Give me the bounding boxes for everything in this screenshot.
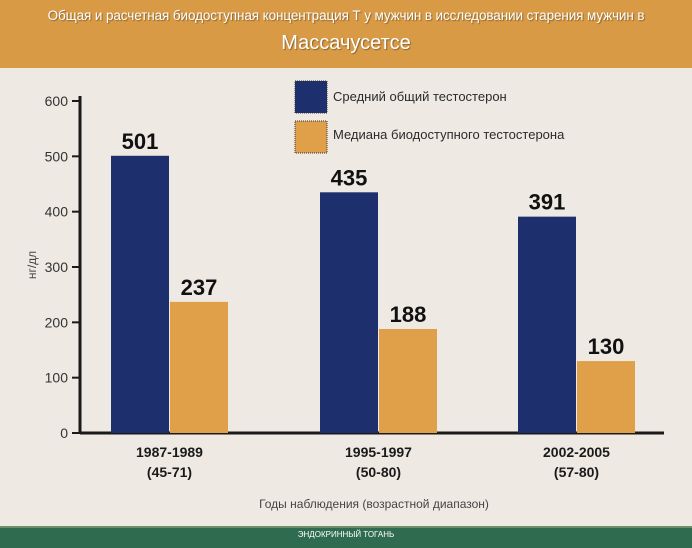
bar-value-label: 130 [588, 334, 625, 359]
legend-label-bioavailable: Медиана биодоступного тестостерона [333, 127, 565, 142]
y-tick-label: 0 [60, 425, 68, 441]
bar-value-label: 391 [529, 190, 566, 215]
y-tick-label: 400 [45, 204, 69, 220]
y-axis-ticks: 0 100 200 300 400 500 600 [45, 93, 80, 441]
bar-bioavailable-testosterone [379, 328, 437, 433]
category-label-age-range: (50-80) [356, 464, 401, 480]
category-label-age-range: (45-71) [147, 464, 192, 480]
legend-swatch-bioavailable [294, 120, 328, 154]
y-tick-label: 100 [45, 370, 69, 386]
legend-swatch-total [294, 80, 328, 114]
bar-value-label: 237 [181, 275, 218, 300]
bar-bioavailable-testosterone [170, 301, 228, 433]
chart-title-line1: Общая и расчетная биодоступная концентра… [47, 8, 645, 23]
category-label-years: 1995-1997 [345, 444, 412, 460]
category-label-years: 1987-1989 [136, 444, 203, 460]
category-label-years: 2002-2005 [543, 444, 610, 460]
footer-bar: ЭНДОКРИННЫЙ ТОГАНЬ [0, 526, 692, 548]
x-axis-title: Годы наблюдения (возрастной диапазон) [259, 497, 489, 511]
footer-text: ЭНДОКРИННЫЙ ТОГАНЬ [297, 530, 395, 539]
bar-total-testosterone [320, 192, 378, 433]
y-axis-title: нг/дл [25, 251, 39, 279]
legend-label-total: Средний общий тестостерон [333, 89, 507, 104]
legend: Средний общий тестостерон Медиана биодос… [294, 80, 565, 154]
bar-value-label: 188 [390, 302, 427, 327]
bar-bioavailable-testosterone [577, 361, 635, 433]
bar-chart: 0 100 200 300 400 500 600 501 435 391 237 188 130 1… [25, 80, 664, 511]
chart-header: Общая и расчетная биодоступная концентра… [0, 0, 692, 68]
bar-total-testosterone [518, 216, 576, 433]
y-tick-label: 300 [45, 259, 69, 275]
footer-divider [0, 526, 692, 528]
bars-group: 501 435 391 237 188 130 [111, 129, 635, 433]
y-tick-label: 500 [45, 148, 69, 164]
y-tick-label: 600 [45, 93, 69, 109]
category-label-age-range: (57-80) [554, 464, 599, 480]
chart-title-line2: Массачусетсе [281, 32, 411, 54]
y-tick-label: 200 [45, 314, 69, 330]
bar-value-label: 501 [122, 129, 159, 154]
bar-total-testosterone [111, 155, 169, 433]
bar-value-label: 435 [331, 165, 368, 190]
category-labels: 1987-1989 (45-71) 1995-1997 (50-80) 2002-200… [136, 444, 610, 480]
